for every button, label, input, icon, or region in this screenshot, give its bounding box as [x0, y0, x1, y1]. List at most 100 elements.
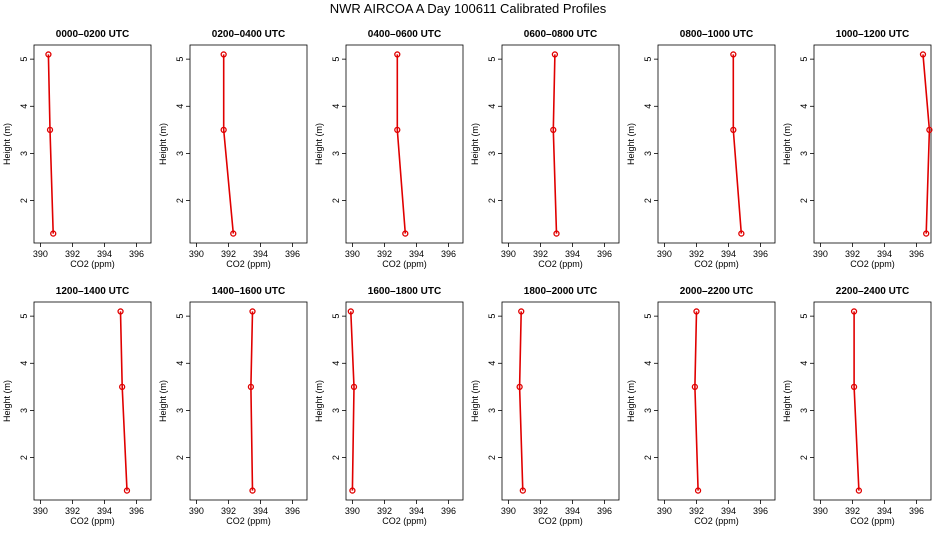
- x-tick-label: 390: [345, 249, 360, 259]
- y-axis-label: Height (m): [158, 123, 168, 165]
- panel-title: 1800–2000 UTC: [524, 286, 597, 297]
- x-tick-label: 394: [721, 249, 736, 259]
- y-tick-label: 5: [331, 57, 341, 62]
- panel: 0000–0200 UTC 390 392 394 396 CO2 (ppm) 2 3 4 5 He…: [2, 29, 152, 269]
- x-tick-label: 394: [97, 249, 112, 259]
- x-tick-label: 392: [845, 506, 860, 516]
- x-tick-label: 396: [753, 506, 768, 516]
- x-tick-label: 392: [65, 506, 80, 516]
- page-title: NWR AIRCOA A Day 100611 Calibrated Profi…: [329, 1, 607, 16]
- profile-line: [222, 54, 235, 234]
- profile-point: [394, 126, 401, 134]
- y-tick-label: 3: [487, 151, 497, 156]
- y-axis-label: Height (m): [782, 123, 792, 165]
- y-axis-label: Height (m): [2, 380, 12, 422]
- y-axis-label: Height (m): [158, 380, 168, 422]
- x-tick-label: 394: [565, 506, 580, 516]
- y-tick-label: 3: [643, 151, 653, 156]
- x-tick-label: 392: [377, 249, 392, 259]
- y-tick-label: 3: [487, 408, 497, 413]
- panel-title: 1000–1200 UTC: [836, 29, 909, 40]
- y-tick-label: 2: [799, 198, 809, 203]
- y-tick-label: 4: [799, 361, 809, 366]
- y-tick-label: 5: [643, 57, 653, 62]
- panel-title: 0800–1000 UTC: [680, 29, 753, 40]
- y-axis-label: Height (m): [782, 380, 792, 422]
- plot-frame: [189, 44, 308, 244]
- x-tick-label: 396: [129, 249, 144, 259]
- profile-point: [693, 308, 700, 315]
- x-tick-label: 390: [33, 506, 48, 516]
- profile-point: [46, 126, 54, 134]
- profile-point: [50, 230, 57, 237]
- profile-point: [519, 487, 526, 494]
- y-tick-label: 5: [799, 57, 809, 62]
- y-tick-label: 2: [643, 455, 653, 460]
- y-tick-label: 2: [175, 198, 185, 203]
- y-tick-label: 4: [487, 104, 497, 109]
- y-tick-label: 5: [175, 57, 185, 62]
- x-tick-label: 396: [441, 249, 456, 259]
- x-tick-label: 392: [689, 249, 704, 259]
- profile-point: [119, 383, 126, 391]
- profile-line: [552, 54, 558, 234]
- panel-title: 2200–2400 UTC: [836, 286, 909, 297]
- x-tick-label: 394: [565, 249, 580, 259]
- panel-title: 0400–0600 UTC: [368, 29, 441, 40]
- x-tick-label: 394: [721, 506, 736, 516]
- y-tick-label: 2: [331, 455, 341, 460]
- profile-line: [922, 54, 931, 234]
- plot-frame: [33, 44, 152, 244]
- y-tick-label: 5: [19, 57, 29, 62]
- x-tick-label: 396: [909, 249, 924, 259]
- panel: 1200–1400 UTC 390 392 394 396 CO2 (ppm) 2 3 4 5 He…: [2, 286, 152, 526]
- profile-point: [516, 383, 523, 391]
- panel: 0200–0400 UTC 390 392 394 396 CO2 (ppm) 2 3 4 5 He…: [158, 29, 308, 269]
- plot-frame: [813, 44, 932, 244]
- profile-point: [394, 51, 401, 58]
- y-tick-label: 3: [643, 408, 653, 413]
- x-tick-label: 396: [753, 249, 768, 259]
- panel: 0800–1000 UTC 390 392 394 396 CO2 (ppm) 2 3 4 5 He…: [626, 29, 776, 269]
- y-tick-label: 2: [643, 198, 653, 203]
- x-tick-label: 396: [285, 249, 300, 259]
- profile-point: [926, 126, 933, 134]
- x-axis-label: CO2 (ppm): [226, 259, 271, 269]
- panel: 2200–2400 UTC 390 392 394 396 CO2 (ppm) 2 3 4 5 He…: [782, 286, 932, 526]
- y-tick-label: 4: [19, 361, 29, 366]
- y-tick-label: 5: [175, 314, 185, 319]
- x-tick-label: 392: [689, 506, 704, 516]
- y-tick-label: 4: [799, 104, 809, 109]
- panel-title: 1600–1800 UTC: [368, 286, 441, 297]
- x-tick-label: 392: [377, 506, 392, 516]
- y-tick-label: 3: [175, 151, 185, 156]
- y-tick-label: 2: [175, 455, 185, 460]
- y-axis-label: Height (m): [626, 380, 636, 422]
- y-tick-label: 2: [331, 198, 341, 203]
- y-tick-label: 3: [175, 408, 185, 413]
- profile-point: [923, 230, 930, 237]
- x-axis-label: CO2 (ppm): [226, 516, 271, 526]
- y-tick-label: 4: [175, 104, 185, 109]
- profile-line: [119, 311, 128, 491]
- x-axis-label: CO2 (ppm): [70, 516, 115, 526]
- profile-point: [249, 487, 256, 494]
- plot-frame: [657, 44, 776, 244]
- profile-point: [919, 51, 927, 58]
- y-tick-label: 5: [799, 314, 809, 319]
- plot-frame: [501, 44, 620, 244]
- x-axis-label: CO2 (ppm): [538, 516, 583, 526]
- y-tick-label: 4: [487, 361, 497, 366]
- profile-point: [247, 383, 255, 391]
- y-tick-label: 4: [643, 361, 653, 366]
- plot-frame: [345, 301, 464, 501]
- x-axis-label: CO2 (ppm): [694, 516, 739, 526]
- y-tick-label: 4: [19, 104, 29, 109]
- x-tick-label: 392: [221, 249, 236, 259]
- x-tick-label: 390: [813, 506, 828, 516]
- profile-point: [850, 383, 858, 391]
- x-tick-label: 390: [813, 249, 828, 259]
- x-axis-label: CO2 (ppm): [850, 516, 895, 526]
- profile-point: [249, 308, 256, 315]
- panel: 1800–2000 UTC 390 392 394 396 CO2 (ppm) 2 3 4 5 He…: [470, 286, 620, 526]
